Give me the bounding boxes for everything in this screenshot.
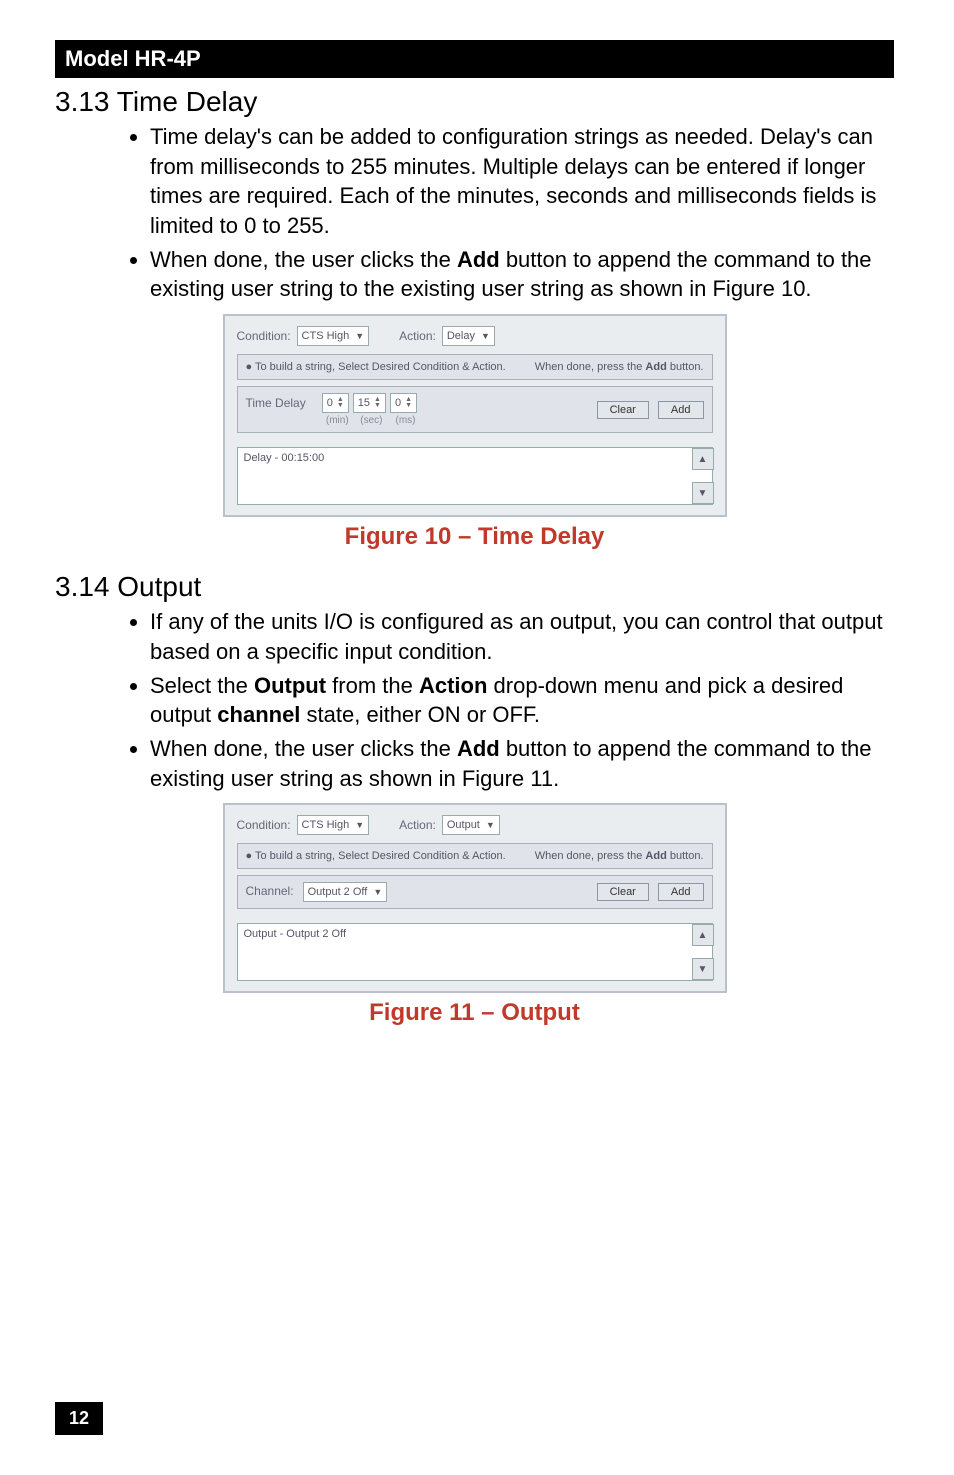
action-value: Delay	[447, 330, 475, 342]
scroll-up-button[interactable]: ▲	[692, 448, 714, 470]
condition-value: CTS High	[302, 819, 350, 831]
channel-dropdown[interactable]: Output 2 Off ▼	[303, 882, 388, 902]
instruction-band: ● To build a string, Select Desired Cond…	[237, 354, 713, 380]
list-item: Delay - 00:15:00	[244, 452, 325, 464]
condition-label: Condition:	[237, 329, 291, 343]
action-value: Output	[447, 819, 480, 831]
figure-11-caption: Figure 11 – Output	[55, 999, 894, 1027]
condition-value: CTS High	[302, 330, 350, 342]
channel-value: Output 2 Off	[308, 886, 368, 898]
section-title-314: 3.14 Output	[55, 571, 894, 603]
action-dropdown[interactable]: Delay ▼	[442, 326, 495, 346]
section-title-313: 3.13 Time Delay	[55, 86, 894, 118]
channel-label: Channel:	[246, 884, 294, 898]
add-button[interactable]: Add	[658, 883, 704, 901]
instruction-right: When done, press the Add button.	[535, 361, 704, 373]
action-dropdown[interactable]: Output ▼	[442, 815, 500, 835]
bullet-313-1: When done, the user clicks the Add butto…	[150, 245, 894, 304]
chevron-down-icon: ▼	[373, 887, 382, 897]
bullets-314: If any of the units I/O is configured as…	[55, 607, 894, 793]
instruction-left: ● To build a string, Select Desired Cond…	[246, 361, 506, 373]
string-list: Output - Output 2 Off ▲ ▼	[237, 923, 713, 981]
bullet-314-0: If any of the units I/O is configured as…	[150, 607, 894, 666]
bullet-314-1: Select the Output from the Action drop-d…	[150, 671, 894, 730]
action-label: Action:	[399, 329, 436, 343]
minutes-spinner[interactable]: 0▲▼	[322, 393, 349, 413]
seconds-spinner[interactable]: 15▲▼	[353, 393, 386, 413]
page: Model HR-4P 3.13 Time Delay Time delay's…	[0, 0, 954, 1475]
seconds-unit: (sec)	[360, 415, 382, 426]
list-item: Output - Output 2 Off	[244, 928, 347, 940]
bullet-313-0: Time delay's can be added to configurati…	[150, 122, 894, 241]
instruction-left: ● To build a string, Select Desired Cond…	[246, 850, 506, 862]
add-button[interactable]: Add	[658, 401, 704, 419]
chevron-down-icon: ▼	[481, 331, 490, 341]
instruction-band: ● To build a string, Select Desired Cond…	[237, 843, 713, 869]
bullet-314-2: When done, the user clicks the Add butto…	[150, 734, 894, 793]
figure-10-screenshot: Condition: CTS High ▼ Action: Delay ▼ ● To…	[223, 314, 727, 517]
time-delay-band: Time Delay 0▲▼ (min) 15▲▼ (sec) 0▲▼ (ms)	[237, 386, 713, 433]
condition-dropdown[interactable]: CTS High ▼	[297, 815, 370, 835]
clear-button[interactable]: Clear	[597, 401, 649, 419]
minutes-unit: (min)	[326, 415, 349, 426]
page-number: 12	[55, 1402, 103, 1435]
chevron-down-icon: ▼	[355, 820, 364, 830]
scroll-down-button[interactable]: ▼	[692, 482, 714, 504]
condition-label: Condition:	[237, 818, 291, 832]
scroll-down-button[interactable]: ▼	[692, 958, 714, 980]
chevron-down-icon: ▼	[486, 820, 495, 830]
scroll-up-button[interactable]: ▲	[692, 924, 714, 946]
ms-unit: (ms)	[396, 415, 416, 426]
condition-dropdown[interactable]: CTS High ▼	[297, 326, 370, 346]
channel-band: Channel: Output 2 Off ▼ Clear Add	[237, 875, 713, 909]
time-delay-label: Time Delay	[246, 396, 306, 410]
figure-10-caption: Figure 10 – Time Delay	[55, 523, 894, 551]
string-list: Delay - 00:15:00 ▲ ▼	[237, 447, 713, 505]
bullets-313: Time delay's can be added to configurati…	[55, 122, 894, 304]
ms-spinner[interactable]: 0▲▼	[390, 393, 417, 413]
figure-11-screenshot: Condition: CTS High ▼ Action: Output ▼ ● T…	[223, 803, 727, 993]
clear-button[interactable]: Clear	[597, 883, 649, 901]
instruction-right: When done, press the Add button.	[535, 850, 704, 862]
model-bar: Model HR-4P	[55, 40, 894, 78]
action-label: Action:	[399, 818, 436, 832]
chevron-down-icon: ▼	[355, 331, 364, 341]
